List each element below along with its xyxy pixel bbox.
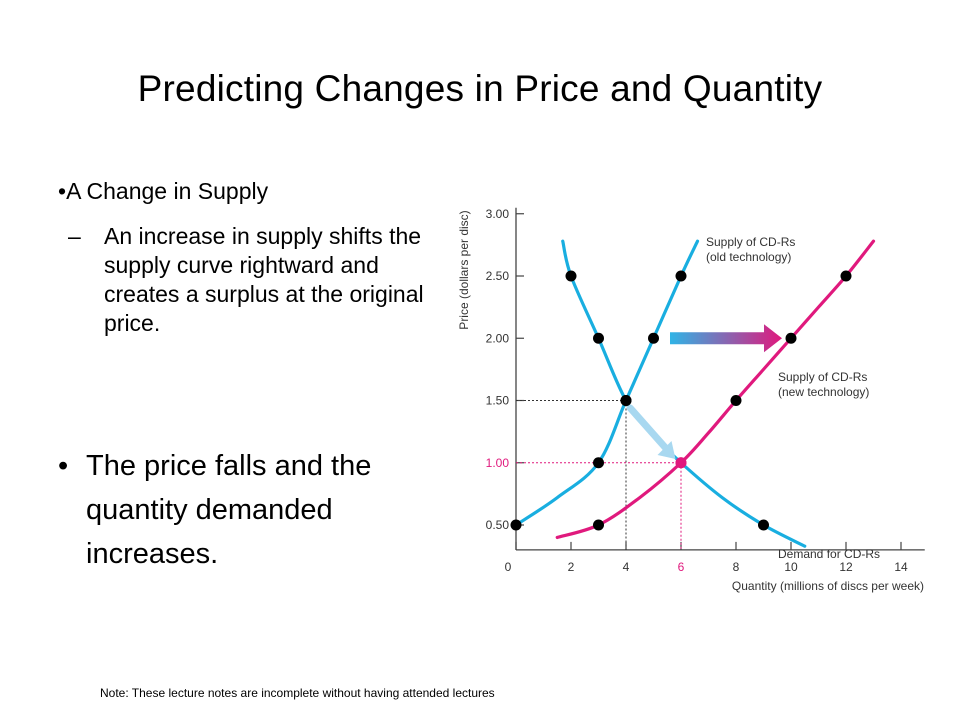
data-point	[730, 395, 742, 406]
data-point	[675, 270, 687, 282]
y-tick-label: 0.50	[486, 518, 510, 532]
new-equilibrium-point	[675, 457, 687, 469]
footer-note: Note: These lecture notes are incomplete…	[100, 686, 495, 700]
x-tick-label: 2	[568, 560, 575, 574]
bullet-a-change-in-supply: •A Change in Supply	[58, 178, 268, 205]
data-point	[593, 332, 604, 344]
data-point	[648, 332, 659, 344]
bullet-marker: •	[58, 178, 67, 204]
series-label: (old technology)	[706, 250, 791, 264]
y-tick-label: 1.00	[486, 456, 510, 470]
data-point	[758, 519, 769, 531]
bullet-marker: •	[58, 450, 69, 482]
y-tick-label: 1.50	[486, 394, 510, 408]
data-point	[593, 519, 604, 531]
dash-marker: –	[68, 223, 81, 249]
supply-shift-arrow	[670, 324, 782, 353]
y-tick-label: 2.50	[486, 269, 510, 283]
bullet-text: The price falls and the quantity demande…	[86, 450, 372, 570]
y-axis-label: Price (dollars per disc)	[457, 210, 471, 329]
price-fall-arrow	[626, 404, 671, 454]
series-label: Demand for CD-Rs	[778, 547, 880, 561]
data-point	[785, 332, 797, 344]
sub-bullet-text: An increase in supply shifts the supply …	[104, 223, 424, 336]
x-tick-label: 4	[623, 560, 630, 574]
data-point	[565, 270, 577, 282]
x-tick-label: 0	[505, 560, 512, 574]
series-label: (new technology)	[778, 385, 869, 399]
x-tick-label: 14	[894, 560, 908, 574]
x-tick-label: 12	[839, 560, 853, 574]
x-tick-label: 8	[733, 560, 740, 574]
y-tick-label: 3.00	[486, 207, 510, 221]
demand-curve	[561, 239, 807, 548]
series-label: Supply of CD-Rs	[706, 235, 795, 249]
price-fall-arrowhead	[657, 441, 676, 460]
data-point	[840, 270, 852, 282]
y-tick-label: 2.00	[486, 331, 510, 345]
slide-title: Predicting Changes in Price and Quantity	[137, 68, 823, 109]
series-label: Supply of CD-Rs	[778, 370, 867, 384]
data-point	[510, 519, 522, 531]
data-point	[620, 395, 632, 406]
bullet-text: A Change in Supply	[66, 178, 269, 204]
x-tick-label: 6	[678, 560, 685, 574]
x-axis-label: Quantity (millions of discs per week)	[732, 579, 924, 593]
x-tick-label: 10	[784, 560, 798, 574]
supply-old-curve	[514, 239, 700, 527]
data-point	[593, 457, 604, 469]
